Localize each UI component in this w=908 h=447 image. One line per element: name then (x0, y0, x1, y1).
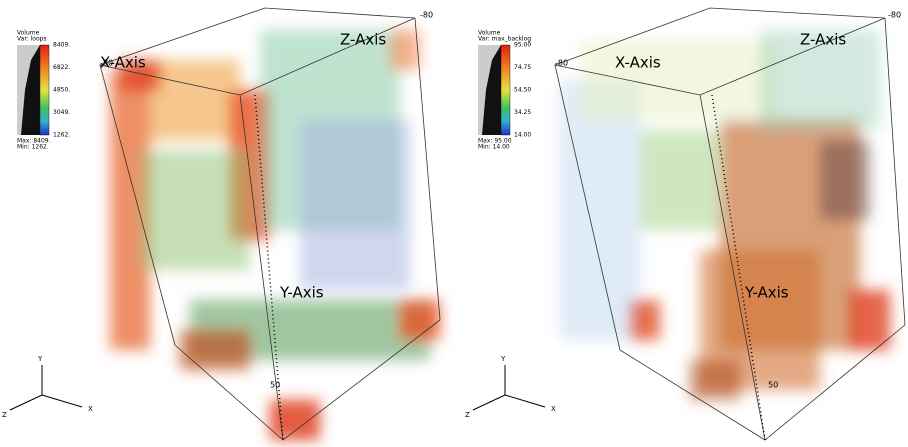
axis-tick-label: 50 (768, 381, 778, 390)
legend-tick-label: 4850. (53, 87, 70, 94)
volume-blob (850, 290, 890, 350)
volume-blob (630, 300, 660, 340)
viewer: X-AxisZ-AxisY-Axis-80-8050VolumeVar: loo… (0, 0, 908, 447)
volume-blob (390, 30, 420, 70)
legend-tick-label: 3049. (53, 109, 70, 116)
volume-blob (690, 360, 740, 400)
axis-title: Z-Axis (800, 31, 846, 49)
legend-tick-label: 14.00 (514, 132, 531, 139)
legend-variable: Var: loops (17, 36, 47, 43)
triad-label: Z (2, 411, 7, 419)
axis-tick-label: -80 (420, 11, 433, 20)
legend-colorbar (501, 45, 510, 135)
axis-tick-label: -80 (100, 59, 113, 68)
legend-tick-label: 95.00 (514, 42, 531, 49)
volume-blob (270, 400, 320, 440)
volume-blob (640, 130, 720, 230)
volume (560, 30, 890, 400)
triad-axis (42, 395, 82, 407)
volume-blob (180, 330, 250, 370)
volume-blob (820, 140, 870, 220)
triad-label: Y (37, 355, 43, 363)
triad-label: X (88, 405, 93, 413)
volume-blob (150, 60, 240, 140)
volume-blob (400, 300, 440, 340)
triad-axis (10, 395, 42, 410)
triad-label: X (551, 405, 556, 413)
axis-tick-label: -80 (888, 11, 901, 20)
triad-axis (505, 395, 545, 407)
axis-tick-label: 50 (270, 381, 280, 390)
axis-title: Z-Axis (340, 31, 386, 49)
triad-label: Z (465, 411, 470, 419)
axis-tick-label: -80 (555, 59, 568, 68)
triad-label: Y (500, 355, 506, 363)
axis-title: X-Axis (615, 54, 661, 72)
axis-title: Y-Axis (279, 284, 324, 302)
box-edge (885, 18, 905, 325)
axis-title: Y-Axis (744, 284, 789, 302)
volume-blob (140, 150, 250, 270)
triad-axis (473, 395, 505, 410)
legend-tick-label: 8409. (53, 42, 70, 49)
legend-tick-label: 74.75 (514, 64, 531, 71)
legend-tick-label: 6822. (53, 64, 70, 71)
legend-tick-label: 54.50 (514, 87, 531, 94)
legend-min: Min: 14.00 (478, 144, 510, 151)
volume-blob (580, 40, 780, 120)
legend-tick-label: 34.25 (514, 109, 531, 116)
legend-tick-label: 1262. (53, 132, 70, 139)
legend-min: Min: 1262. (17, 144, 49, 151)
legend-colorbar (40, 45, 49, 135)
volume-blob (300, 120, 410, 290)
box-edge (415, 18, 440, 320)
